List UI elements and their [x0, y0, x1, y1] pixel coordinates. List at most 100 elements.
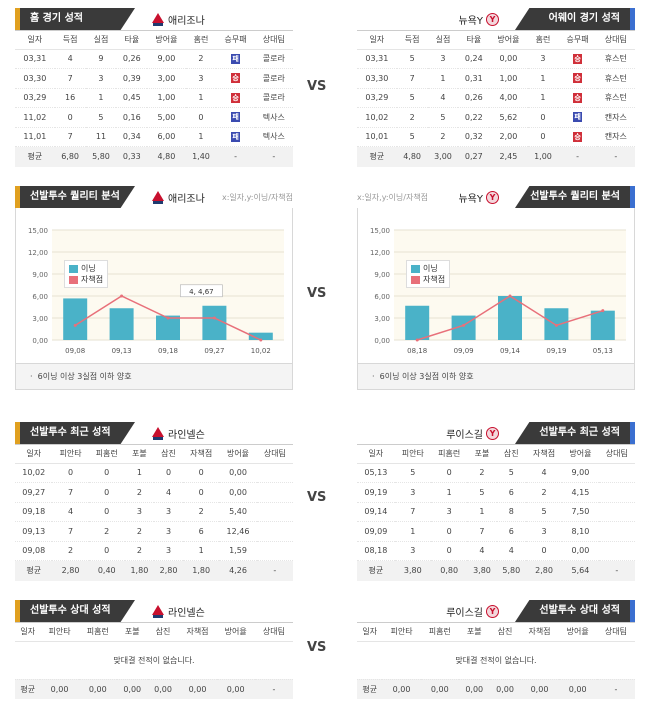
table-cell: 11,02 [15, 107, 55, 128]
average-row: 평균 0,00 0,00 0,00 0,00 0,00 0,00- [357, 679, 635, 699]
average-cell: 5,80 [85, 146, 117, 167]
column-header: 상대팀 [254, 31, 293, 50]
table-cell: 4 [496, 541, 526, 561]
pitcher-left-table: 일자 피안타 피홈런 포볼 삼진 자책점 방어율 상대팀 10,02 0 0 1 0 0 0,00 09,2… [15, 445, 293, 581]
yankees-logo-icon: Y [486, 605, 499, 618]
result-cell: 패 [216, 49, 255, 69]
table-cell: 0 [431, 521, 468, 542]
arizona-logo-icon [151, 12, 165, 27]
innings-bar [202, 305, 227, 340]
average-cell: 평균 [15, 679, 41, 699]
table-cell [598, 482, 635, 503]
result-badge: 승 [573, 73, 583, 84]
table-row: 09,14 7 3 1 8 5 7,50 [357, 502, 635, 522]
h2h-right-name: 루이스길 [446, 608, 483, 619]
table-cell: 03,31 [15, 49, 55, 69]
table-cell: 10,01 [357, 127, 397, 147]
table-cell: 9 [85, 49, 117, 69]
quality-right-note: · 6이닝 이상 3실점 이하 양호 [357, 364, 635, 390]
table-cell: 0 [54, 107, 86, 128]
table-cell: 1 [427, 68, 459, 89]
result-cell: 승 [216, 68, 255, 89]
table-cell: 09,18 [15, 502, 53, 522]
table-cell: 8,10 [562, 521, 599, 542]
table-cell: 0,16 [116, 107, 148, 128]
quality-right-panel: x:일자,y:이닝/자책점 뉴욕Y Y 선발투수 퀄리티 분석 0,00 3,00… [357, 186, 635, 390]
table-cell: 0,32 [458, 127, 490, 147]
h2h-right-header: 루이스길 Y 선발투수 상대 성적 [357, 600, 635, 622]
table-row: 03,29 16 1 0,45 1,00 1 승 콜로라 [15, 88, 293, 108]
x-tick-label: 05,13 [593, 347, 613, 355]
legend-er: 자책점 [423, 275, 446, 284]
h2h-right-empty: 맞대결 전적이 없습니다. [357, 641, 635, 680]
column-header: 방어율 [489, 31, 528, 50]
legend-innings: 이닝 [81, 264, 96, 273]
column-header: 일자 [15, 445, 53, 464]
column-header: 피홈런 [420, 623, 459, 642]
table-cell: 0,24 [458, 49, 490, 69]
table-cell: 5,40 [219, 502, 257, 522]
quality-left-team: 애리조나 [151, 190, 205, 205]
table-cell: 텍사스 [254, 127, 293, 147]
x-tick-label: 09,18 [158, 347, 178, 355]
h2h-left-table: 일자 피안타 피홈런 포볼 삼진 자책점 방어율 상대팀 맞대결 전적이 없습니다. 평균 0,… [15, 623, 293, 699]
table-cell: 7 [54, 127, 86, 147]
innings-bar [498, 296, 522, 340]
table-cell: 5 [427, 107, 459, 128]
table-row: 03,30 7 3 0,39 3,00 3 승 콜로라 [15, 68, 293, 89]
table-cell: 03,30 [357, 68, 397, 89]
table-cell: 5 [85, 107, 117, 128]
table-cell [598, 541, 635, 561]
table-cell: 3,00 [147, 68, 186, 89]
table-cell [598, 502, 635, 522]
pitcher-left-name: 라인넬슨 [168, 430, 205, 441]
arizona-logo-icon [151, 604, 165, 619]
average-cell: 3,80 [394, 560, 431, 581]
average-cell: 0,00 [458, 679, 490, 699]
earned-runs-point [259, 338, 263, 342]
average-cell: 3,00 [427, 146, 459, 167]
y-tick-label: 15,00 [28, 227, 48, 235]
table-cell: 4 [153, 482, 184, 503]
average-cell: 0,27 [458, 146, 490, 167]
average-cell: 6,80 [54, 146, 86, 167]
table-row: 03,31 5 3 0,24 0,00 3 승 휴스턴 [357, 49, 635, 69]
table-cell [256, 541, 293, 561]
quality-right-title: 선발투수 퀄리티 분석 [515, 186, 635, 208]
table-cell: 3 [394, 482, 431, 503]
average-cell: 2,80 [153, 560, 184, 581]
column-header: 삼진 [496, 445, 526, 464]
table-cell: 1 [431, 482, 468, 503]
column-header: 방어율 [216, 623, 255, 642]
result-cell: 승 [558, 49, 597, 69]
h2h-left-name: 라인넬슨 [168, 608, 205, 619]
table-cell: 0 [88, 541, 125, 561]
column-header: 실점 [427, 31, 459, 50]
table-cell: 0 [185, 107, 217, 128]
y-tick-label: 6,00 [32, 293, 48, 301]
table-row: 09,08 2 0 2 3 1 1,59 [15, 541, 293, 561]
home-record-panel: 홈 경기 성적 애리조나 일자 득점 실점 타율 방어율 홈런 승무패 상대팀 03,31 4 9… [15, 8, 293, 167]
legend-swatch-er [69, 275, 78, 284]
table-cell: 09,19 [357, 482, 395, 503]
result-badge: 패 [231, 112, 241, 123]
table-row: 11,02 0 5 0,16 5,00 0 패 텍사스 [15, 107, 293, 128]
away-team: 뉴욕Y Y [458, 12, 499, 27]
quality-right-chart-svg: 0,00 3,00 6,00 9,00 12,00 15,00 08,18 09,09 09,1… [370, 227, 626, 355]
table-cell: 5 [394, 463, 431, 483]
table-cell: 0 [183, 463, 220, 483]
average-cell: 0,33 [116, 146, 148, 167]
average-cell: 0,00 [489, 679, 521, 699]
column-header: 승무패 [558, 31, 597, 50]
table-cell: 2 [124, 541, 154, 561]
y-tick-label: 6,00 [374, 293, 390, 301]
table-row: 09,18 4 0 3 3 2 5,40 [15, 502, 293, 522]
average-cell: 0,00 [558, 679, 597, 699]
table-cell: 3 [525, 521, 563, 542]
table-cell: 09,27 [15, 482, 53, 503]
x-tick-label: 09,19 [546, 347, 566, 355]
table-cell: 7 [52, 482, 89, 503]
table-cell: 03,31 [357, 49, 397, 69]
vs-label: VS [307, 490, 327, 505]
column-header: 방어율 [147, 31, 186, 50]
